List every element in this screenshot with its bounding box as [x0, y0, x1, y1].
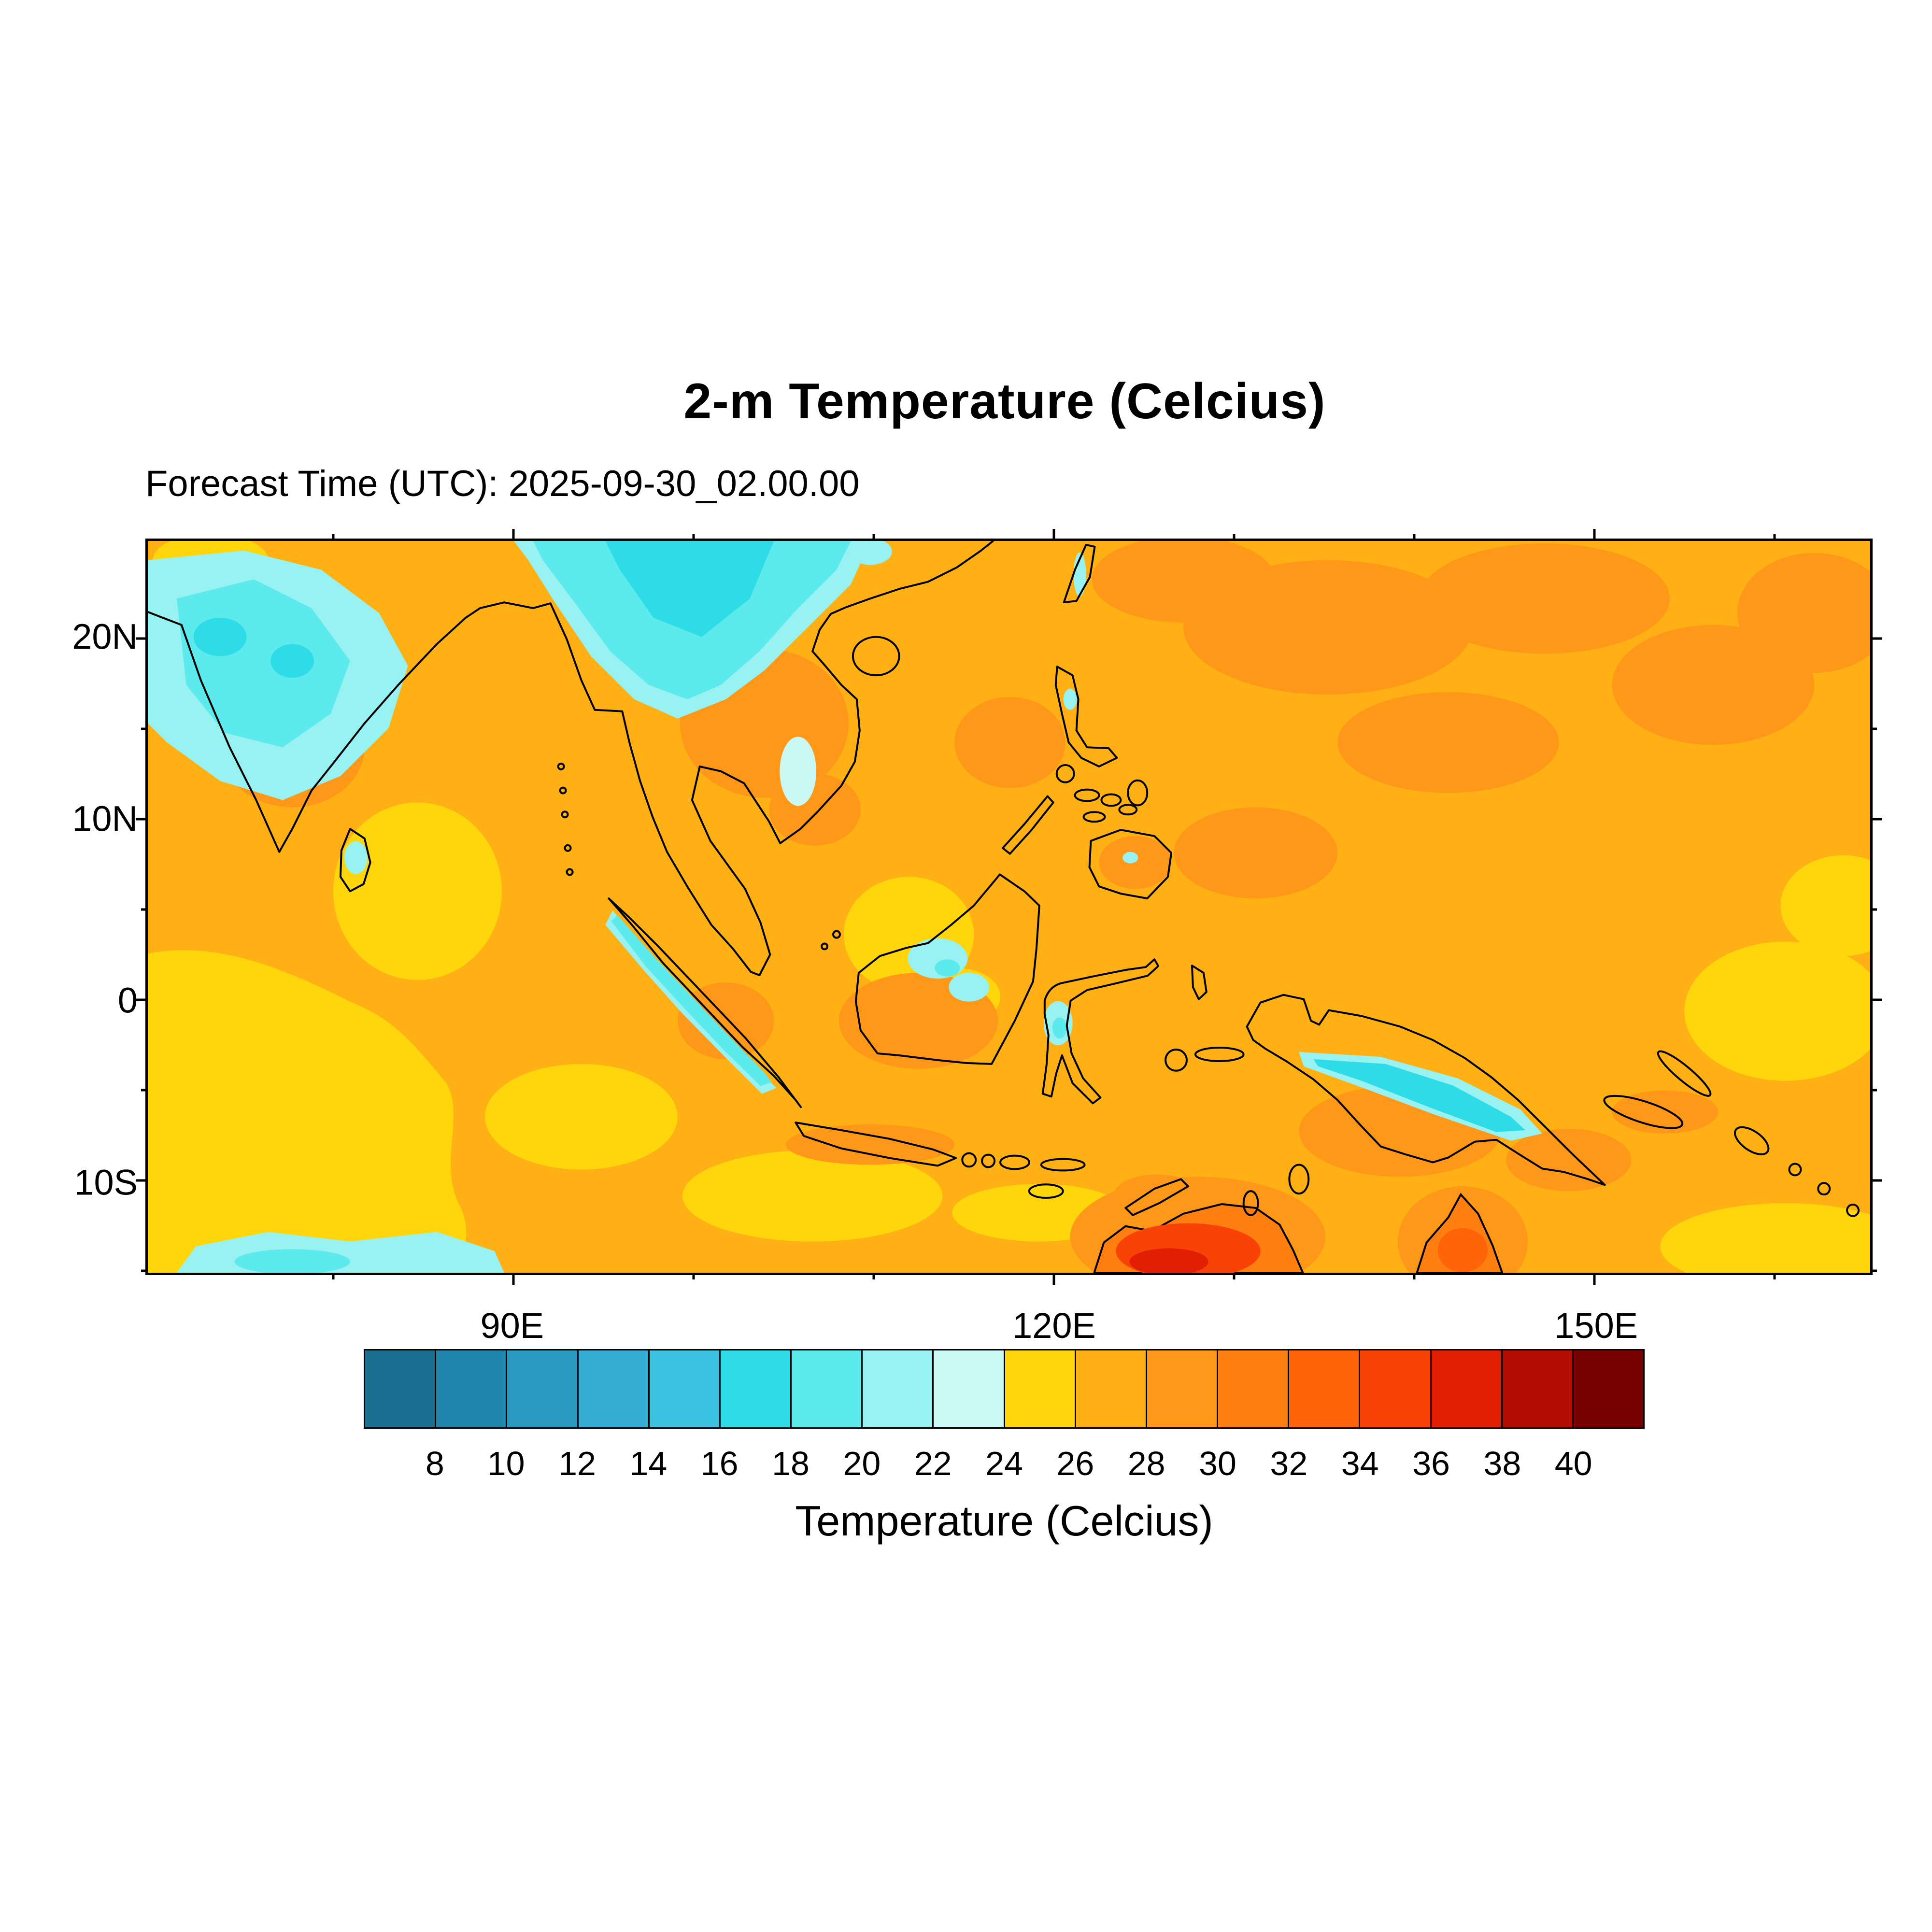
colorbar-cell — [1003, 1349, 1076, 1429]
colorbar-cell — [1501, 1349, 1574, 1429]
x-axis-label: 90E — [480, 1306, 544, 1346]
lat-tick — [1870, 1269, 1877, 1272]
lon-tick — [512, 1273, 515, 1285]
lat-tick — [1870, 637, 1882, 640]
lat-tick — [136, 998, 148, 1001]
colorbar-tick-labels: 8 10 12 14 16 18 20 22 24 26 28 30 32 34 36 38 40 — [364, 1444, 1645, 1485]
colorbar-cell — [1288, 1349, 1361, 1429]
lat-tick — [1870, 1179, 1882, 1182]
colorbar-tick-label: 24 — [985, 1445, 1023, 1482]
y-axis-label: 20N — [72, 616, 138, 657]
lat-tick — [141, 1269, 148, 1272]
coastlines — [148, 541, 1860, 1217]
colorbar — [364, 1349, 1645, 1429]
x-axis-labels: 90E 120E 150E — [145, 1305, 1873, 1351]
temperature-map — [148, 541, 1870, 1273]
y-axis-label: 10S — [74, 1162, 138, 1203]
australia-hot-region — [1070, 1177, 1528, 1273]
y-axis-label: 10N — [72, 798, 138, 839]
y-axis-label: 0 — [117, 980, 138, 1021]
x-axis-label: 120E — [1012, 1306, 1096, 1346]
lat-tick — [136, 637, 148, 640]
lat-tick — [1870, 908, 1877, 911]
colorbar-cell — [1074, 1349, 1147, 1429]
colorbar-cell — [932, 1349, 1005, 1429]
colorbar-cell — [577, 1349, 650, 1429]
colorbar-cell — [506, 1349, 579, 1429]
map-plot — [136, 529, 1882, 1285]
lon-tick — [1593, 529, 1596, 541]
lon-tick — [332, 1273, 335, 1279]
colorbar-tick-label: 32 — [1270, 1445, 1308, 1482]
colorbar-tick-label: 36 — [1412, 1445, 1450, 1482]
lon-tick — [1052, 1273, 1055, 1285]
lon-tick — [1052, 529, 1055, 541]
colorbar-cell — [719, 1349, 792, 1429]
colorbar-cell — [1430, 1349, 1503, 1429]
lat-tick — [141, 727, 148, 730]
colorbar-cell — [861, 1349, 934, 1429]
colorbar-tick-label: 8 — [425, 1445, 444, 1482]
lat-tick — [136, 1179, 148, 1182]
lat-tick — [136, 818, 148, 821]
lon-tick — [1593, 1273, 1596, 1285]
colorbar-tick-label: 38 — [1483, 1445, 1521, 1482]
lon-tick — [1233, 1273, 1236, 1279]
lon-tick — [872, 1273, 875, 1279]
colorbar-tick-label: 14 — [629, 1445, 668, 1482]
colorbar-tick-label: 34 — [1341, 1445, 1379, 1482]
lat-tick — [1870, 998, 1882, 1001]
colorbar-tick-label: 26 — [1056, 1445, 1094, 1482]
colorbar-cell — [1572, 1349, 1645, 1429]
colorbar-tick-label: 10 — [487, 1445, 525, 1482]
colorbar-tick-label: 16 — [700, 1445, 739, 1482]
colorbar-tick-label: 40 — [1554, 1445, 1592, 1482]
colorbar-tick-label: 18 — [772, 1445, 810, 1482]
lat-tick — [1870, 1089, 1877, 1092]
lon-tick — [1773, 534, 1776, 541]
plot-title: 2-m Temperature (Celcius) — [683, 373, 1326, 429]
colorbar-cell — [1359, 1349, 1432, 1429]
colorbar-cell — [648, 1349, 721, 1429]
colorbar-cell — [435, 1349, 508, 1429]
lon-tick — [512, 529, 515, 541]
colorbar-cell — [1145, 1349, 1219, 1429]
lon-tick — [872, 534, 875, 541]
lon-tick — [692, 1273, 695, 1279]
x-axis-label: 150E — [1554, 1306, 1638, 1346]
colorbar-cell — [364, 1349, 437, 1429]
y-axis-labels: 20N 10N 0 10S — [19, 539, 138, 1275]
colorbar-tick-label: 20 — [843, 1445, 881, 1482]
field-cool-regions — [148, 541, 1542, 1273]
lon-tick — [1233, 534, 1236, 541]
colorbar-tick-label: 12 — [558, 1445, 596, 1482]
lon-tick — [1413, 534, 1416, 541]
colorbar-tick-label: 28 — [1127, 1445, 1165, 1482]
lat-tick — [141, 908, 148, 911]
lat-tick — [1870, 727, 1877, 730]
forecast-time-label: Forecast Time (UTC): 2025-09-30_02.00.00 — [145, 463, 860, 504]
lon-tick — [332, 534, 335, 541]
lat-tick — [141, 1089, 148, 1092]
colorbar-tick-label: 22 — [914, 1445, 952, 1482]
lat-tick — [1870, 818, 1882, 821]
colorbar-cell — [1217, 1349, 1290, 1429]
colorbar-title: Temperature (Celcius) — [795, 1497, 1213, 1545]
colorbar-cell — [790, 1349, 863, 1429]
lon-tick — [1773, 1273, 1776, 1279]
lon-tick — [1413, 1273, 1416, 1279]
colorbar-tick-label: 30 — [1199, 1445, 1236, 1482]
lon-tick — [692, 534, 695, 541]
